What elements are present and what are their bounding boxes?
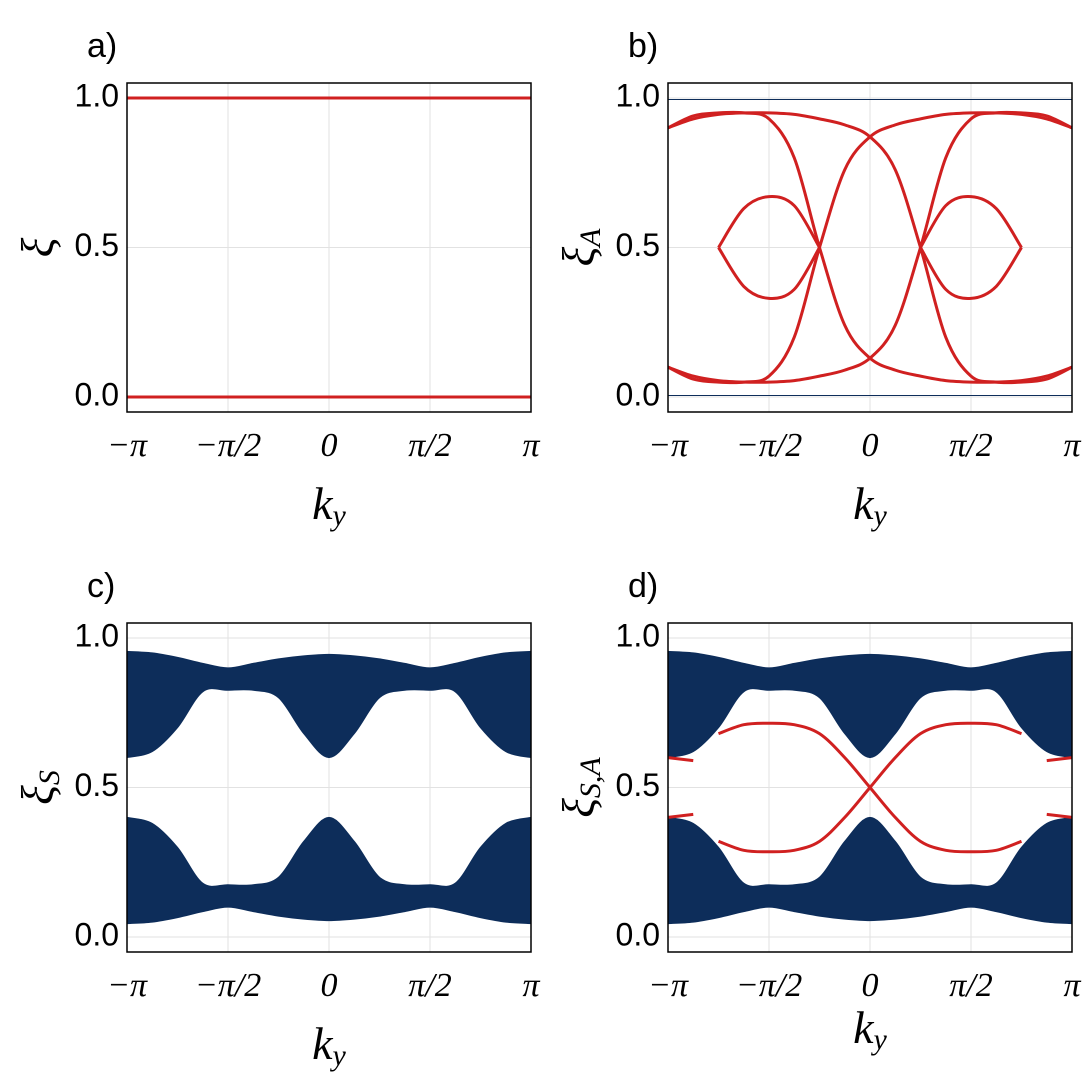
y-axis-label-sub: S,A (574, 757, 607, 799)
y-tick-label: 1.0 (616, 77, 660, 113)
axis-frame (126, 82, 532, 413)
y-axis-label: ξ (12, 237, 63, 257)
plot-area (667, 98, 1073, 397)
x-tick-label: −π (107, 427, 148, 464)
x-tick-label: −π (648, 967, 689, 1004)
y-axis-label-main: ξ (553, 798, 604, 818)
panel-label: c) (87, 567, 115, 605)
axis-frame (667, 82, 1073, 413)
y-axis-label-main: ξ (553, 247, 604, 267)
band (667, 650, 1073, 759)
x-axis-label-main: k (853, 478, 875, 529)
line (1046, 756, 1073, 763)
line (667, 110, 1073, 384)
x-tick-label: 0 (862, 427, 879, 464)
x-tick-label: −π/2 (736, 967, 802, 1004)
y-axis-label: ξS (12, 770, 66, 805)
panel: a) −π −π/2 0 π/2 π 0.0 0.5 1.0 ky ξ (12, 27, 541, 532)
x-axis-label: ky (312, 1018, 346, 1072)
x-axis-label-main: k (312, 1018, 334, 1069)
x-tick-label: π (522, 967, 540, 1004)
panel: d) −π −π/2 0 π/2 π 0.0 0.5 1.0 ky ξS,A (553, 567, 1082, 1056)
x-axis-label: ky (853, 478, 887, 532)
y-tick-label: 0.5 (616, 767, 660, 803)
y-tick-label: 0.0 (75, 916, 119, 952)
x-tick-label: π/2 (408, 427, 451, 464)
x-tick-label: π (1063, 967, 1081, 1004)
band (667, 816, 1073, 925)
x-tick-label: π (1063, 427, 1081, 464)
panel-label: d) (628, 567, 658, 605)
y-tick-label: 1.0 (75, 77, 119, 113)
plot-area (667, 650, 1073, 925)
y-tick-label: 1.0 (75, 617, 119, 653)
plot-area (127, 96, 531, 399)
x-axis-label-sub: y (330, 499, 347, 532)
x-tick-label: 0 (862, 967, 879, 1004)
y-axis-label-sub: A (574, 228, 607, 249)
x-axis-label-main: k (853, 1002, 875, 1053)
line (717, 721, 1023, 854)
x-tick-label: π/2 (949, 427, 992, 464)
x-tick-label: 0 (321, 967, 338, 1004)
y-tick-label: 0.5 (75, 767, 119, 803)
x-axis-label: ky (853, 1002, 887, 1056)
x-tick-label: −π (648, 427, 689, 464)
x-tick-label: −π/2 (195, 967, 261, 1004)
x-axis-label-main: k (312, 478, 334, 529)
x-axis-label: ky (312, 478, 346, 532)
panel-label: b) (628, 27, 658, 65)
line (717, 246, 821, 300)
x-tick-label: −π (107, 967, 148, 1004)
panel: b) −π −π/2 0 π/2 π 0.0 0.5 1.0 ky ξA (553, 27, 1082, 532)
line (919, 246, 1023, 300)
x-tick-label: π/2 (949, 967, 992, 1004)
axis-frame (667, 622, 1073, 953)
line (667, 111, 1073, 385)
y-tick-label: 0.5 (616, 227, 660, 263)
y-tick-label: 1.0 (616, 617, 660, 653)
y-axis-label-main: ξ (12, 237, 63, 257)
y-tick-label: 0.0 (75, 376, 119, 412)
line (919, 195, 1023, 249)
line (717, 195, 821, 249)
x-tick-label: π/2 (408, 967, 451, 1004)
line (667, 756, 694, 763)
y-axis-label: ξS,A (553, 757, 607, 818)
y-tick-label: 0.0 (616, 376, 660, 412)
x-tick-label: −π/2 (736, 427, 802, 464)
x-tick-label: 0 (321, 427, 338, 464)
band (126, 816, 532, 925)
y-axis-label-main: ξ (12, 785, 63, 805)
x-axis-label-sub: y (871, 1023, 888, 1056)
panel: c) −π −π/2 0 π/2 π 0.0 0.5 1.0 ky ξS (12, 567, 541, 1072)
y-tick-label: 0.5 (75, 227, 119, 263)
y-axis-label-sub: S (33, 770, 66, 785)
x-tick-label: −π/2 (195, 427, 261, 464)
panel-label: a) (87, 27, 117, 65)
x-axis-label-sub: y (871, 499, 888, 532)
axis-frame (126, 622, 532, 953)
y-axis-label: ξA (553, 228, 607, 267)
band (126, 650, 532, 759)
y-tick-label: 0.0 (616, 916, 660, 952)
line (1046, 812, 1073, 819)
line (667, 812, 694, 819)
x-tick-label: π (522, 427, 540, 464)
x-axis-label-sub: y (330, 1039, 347, 1072)
